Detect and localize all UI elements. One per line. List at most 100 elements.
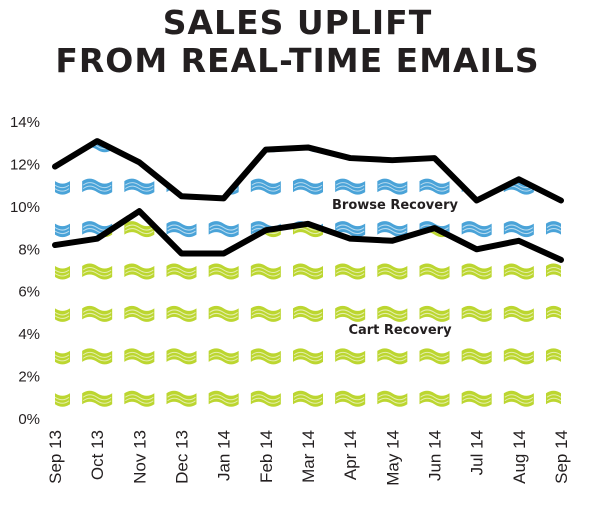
cart-icon xyxy=(504,94,534,110)
y-tick-label: 0% xyxy=(18,411,40,428)
cart-icon xyxy=(335,263,366,280)
cart-icon xyxy=(420,136,450,152)
cart-icon xyxy=(419,263,450,280)
cart-icon xyxy=(208,390,239,407)
browse-icon xyxy=(55,141,70,153)
cart-icon xyxy=(335,348,366,365)
browse-icon xyxy=(124,94,154,110)
cart-icon xyxy=(124,221,155,238)
browse-icon xyxy=(546,94,576,110)
cart-icon xyxy=(503,263,534,280)
cart-icon xyxy=(503,348,534,365)
y-axis: 0% 2% 4% 6% 8% 10% 12% 14% xyxy=(10,114,40,428)
cart-icon xyxy=(419,390,450,407)
browse-icon xyxy=(377,221,408,238)
cart-icon xyxy=(419,348,450,365)
x-tick-label: Jan 14 xyxy=(215,430,234,481)
cart-icon xyxy=(546,305,561,322)
cart-icon xyxy=(461,348,492,365)
cart-icon xyxy=(420,94,450,110)
browse-icon xyxy=(419,178,450,195)
browse-icon xyxy=(209,94,239,110)
cart-icon xyxy=(546,136,576,152)
browse-icon xyxy=(55,178,70,195)
y-tick-label: 12% xyxy=(10,156,40,173)
cart-icon xyxy=(40,136,70,152)
chart-title-line-2: FROM REAL-TIME EMAILS xyxy=(55,41,540,80)
browse-icon xyxy=(40,94,70,110)
cart-icon xyxy=(546,263,561,280)
cart-icon xyxy=(40,94,70,110)
cart-icon xyxy=(335,136,365,152)
x-tick-label: May 14 xyxy=(383,430,402,486)
browse-icon xyxy=(166,221,197,238)
cart-icon xyxy=(250,263,281,280)
cart-icon xyxy=(335,390,366,407)
cart-icon xyxy=(503,390,534,407)
browse-icon xyxy=(419,141,450,153)
browse-icon xyxy=(124,178,155,195)
cart-icon xyxy=(377,136,407,152)
cart-icon xyxy=(377,94,407,110)
y-tick-label: 14% xyxy=(10,114,40,131)
cart-icon xyxy=(461,263,492,280)
series-annotations: Browse Recovery Cart Recovery xyxy=(329,196,462,340)
cart-icon xyxy=(377,390,408,407)
cart-icon xyxy=(55,305,70,322)
annotation-background xyxy=(345,322,456,340)
browse-icon xyxy=(293,178,323,195)
cart-icon xyxy=(82,94,112,110)
cart-icon xyxy=(419,305,450,322)
cart-icon xyxy=(124,136,154,152)
cart-icon xyxy=(462,94,492,110)
cart-icon xyxy=(166,263,197,280)
y-tick-label: 4% xyxy=(18,326,40,343)
x-tick-label: Feb 14 xyxy=(257,430,276,483)
cart-icon xyxy=(166,348,197,365)
browse-icon xyxy=(251,94,281,110)
x-axis: Sep 13 Oct 13 Nov 13 Dec 13 Jan 14 Feb 14 Mar … xyxy=(46,430,571,486)
browse-icon xyxy=(420,94,450,110)
browse-icon xyxy=(504,94,534,110)
x-tick-label: Mar 14 xyxy=(299,430,318,483)
y-tick-label: 6% xyxy=(18,284,40,301)
cart-icon xyxy=(55,390,70,407)
cart-icon-grid xyxy=(40,94,576,407)
cart-icon xyxy=(251,94,281,110)
cart-icon xyxy=(208,263,239,280)
cart-icon xyxy=(293,305,323,322)
cart-icon xyxy=(124,305,155,322)
cart-icon xyxy=(82,390,113,407)
cart-icon xyxy=(546,348,561,365)
browse-icon xyxy=(208,141,239,153)
browse-icon xyxy=(167,94,197,110)
cart-icon xyxy=(293,94,323,110)
cart-icon xyxy=(461,390,492,407)
browse-icon xyxy=(335,94,365,110)
browse-icon xyxy=(503,141,534,153)
cart-icon xyxy=(335,305,366,322)
series-lines xyxy=(52,138,564,263)
y-tick-label: 2% xyxy=(18,369,40,386)
y-tick-label: 10% xyxy=(10,199,40,216)
browse-icon xyxy=(546,141,561,153)
cart-icon xyxy=(55,263,70,280)
cart-icon xyxy=(462,136,492,152)
browse-icon xyxy=(377,94,407,110)
cart-icon xyxy=(167,136,197,152)
cart-icon xyxy=(124,263,155,280)
cart-icon xyxy=(166,305,197,322)
cart-icon xyxy=(250,305,281,322)
cart-icon xyxy=(82,348,113,365)
x-tick-label: Dec 13 xyxy=(173,430,192,484)
browse-icon xyxy=(166,141,197,153)
cart-icon xyxy=(293,263,323,280)
x-tick-label: Jun 14 xyxy=(426,430,445,481)
cart-icon xyxy=(124,390,155,407)
cart-icon xyxy=(377,263,408,280)
cart-icon xyxy=(167,94,197,110)
browse-icon xyxy=(377,141,408,153)
x-tick-label: Jul 14 xyxy=(468,430,487,475)
browse-icon xyxy=(250,178,281,195)
y-tick-label: 8% xyxy=(18,241,40,258)
